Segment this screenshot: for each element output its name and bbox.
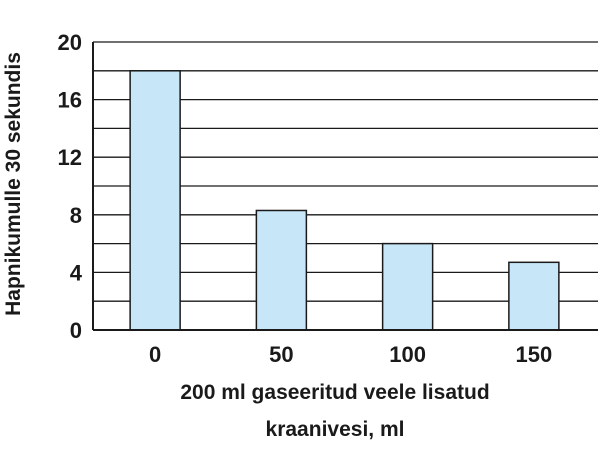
x-tick-label: 100 <box>389 342 426 367</box>
x-tick-labels: 0 50 100 150 <box>149 342 552 367</box>
y-tick-labels: 0 4 8 12 16 20 <box>58 30 83 343</box>
x-tick-label: 50 <box>269 342 293 367</box>
y-axis-title: Hapnikumulle 30 sekundis <box>2 52 25 316</box>
bars <box>129 70 560 331</box>
x-tick-label: 150 <box>516 342 553 367</box>
bar-50 <box>255 209 308 331</box>
x-axis-title-line-1: 200 ml gaseeritud veele lisatud <box>180 381 489 404</box>
axes <box>92 42 598 331</box>
y-tick-label: 16 <box>58 88 82 113</box>
bar-0 <box>129 70 181 331</box>
x-axis-title-line-2: kraanivesi, ml <box>266 418 405 441</box>
y-tick-label: 4 <box>70 260 83 285</box>
x-tick-label: 0 <box>149 342 161 367</box>
y-tick-label: 12 <box>58 145 82 170</box>
bar-100 <box>381 242 434 331</box>
bar-150 <box>508 261 560 331</box>
y-tick-label: 8 <box>70 203 82 228</box>
y-tick-label: 20 <box>58 30 82 55</box>
y-tick-label: 0 <box>70 318 82 343</box>
